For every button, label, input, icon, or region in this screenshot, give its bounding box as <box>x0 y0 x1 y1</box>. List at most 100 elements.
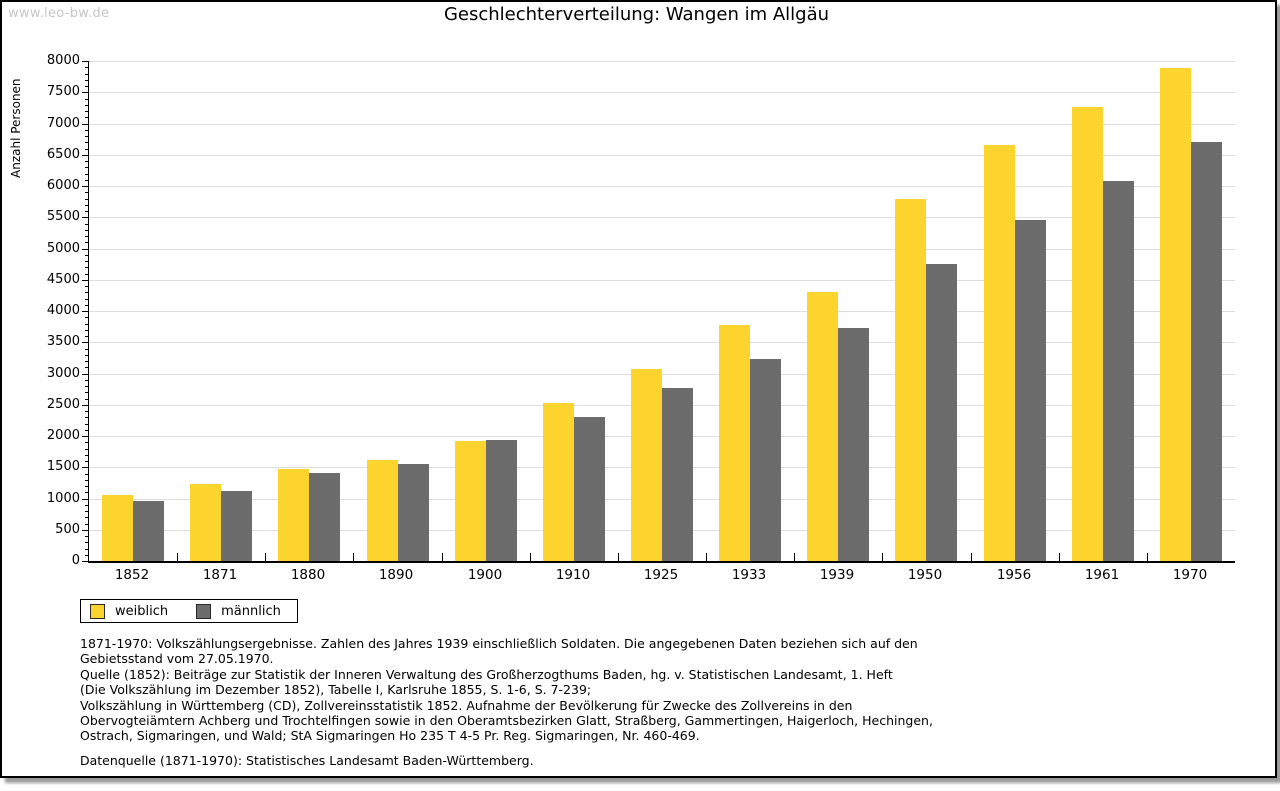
x-boundary-tick-5 <box>530 553 531 561</box>
y-minor-tick-3800 <box>85 324 88 325</box>
y-minor-tick-6800 <box>85 136 88 137</box>
y-minor-tick-6200 <box>85 174 88 175</box>
gridline-3000 <box>89 374 1235 375</box>
bar-männlich-1961 <box>1103 181 1134 561</box>
bar-männlich-1956 <box>1015 220 1046 561</box>
bar-männlich-1933 <box>750 359 781 561</box>
y-tick-label-7000: 7000 <box>46 116 80 131</box>
bar-männlich-1900 <box>486 440 517 561</box>
plot-area <box>88 61 1235 563</box>
y-major-tick-4000 <box>82 311 88 312</box>
bar-männlich-1890 <box>398 464 429 561</box>
bar-männlich-1871 <box>221 491 252 561</box>
y-minor-tick-6900 <box>85 130 88 131</box>
bar-männlich-1910 <box>574 417 605 561</box>
y-major-tick-8000 <box>82 61 88 62</box>
bar-männlich-1950 <box>926 264 957 561</box>
y-tick-label-6000: 6000 <box>46 178 80 193</box>
y-major-tick-5500 <box>82 217 88 218</box>
y-minor-tick-5300 <box>85 230 88 231</box>
x-boundary-tick-4 <box>442 553 443 561</box>
y-major-tick-7000 <box>82 124 88 125</box>
y-minor-tick-300 <box>85 542 88 543</box>
y-minor-tick-3900 <box>85 317 88 318</box>
y-minor-tick-3200 <box>85 361 88 362</box>
bar-weiblich-1970 <box>1160 68 1191 561</box>
x-boundary-tick-3 <box>353 553 354 561</box>
gridline-7500 <box>89 92 1235 93</box>
y-minor-tick-600 <box>85 524 88 525</box>
legend-item-maennlich: männlich <box>196 603 281 619</box>
bar-weiblich-1880 <box>278 469 309 561</box>
y-tick-label-5500: 5500 <box>46 209 80 224</box>
y-minor-tick-2800 <box>85 386 88 387</box>
y-major-tick-7500 <box>82 92 88 93</box>
bar-weiblich-1950 <box>895 199 926 561</box>
x-tick-label-1880: 1880 <box>290 567 326 583</box>
y-minor-tick-5100 <box>85 242 88 243</box>
x-tick-label-1925: 1925 <box>643 567 679 583</box>
gridline-5500 <box>89 217 1235 218</box>
footnote-lines: 1871-1970: Volkszählungsergebnisse. Zahl… <box>80 636 933 744</box>
bar-weiblich-1900 <box>455 441 486 561</box>
y-minor-tick-5700 <box>85 205 88 206</box>
gridline-6000 <box>89 186 1235 187</box>
x-tick-label-1871: 1871 <box>202 567 238 583</box>
x-tick-label-1852: 1852 <box>114 567 150 583</box>
x-tick-label-1933: 1933 <box>731 567 767 583</box>
y-minor-tick-1200 <box>85 486 88 487</box>
footnotes: 1871-1970: Volkszählungsergebnisse. Zahl… <box>80 636 933 768</box>
bar-weiblich-1933 <box>719 325 750 561</box>
gridline-6500 <box>89 155 1235 156</box>
y-major-tick-3500 <box>82 342 88 343</box>
x-boundary-tick-10 <box>971 553 972 561</box>
y-minor-tick-400 <box>85 536 88 537</box>
footnote-line-1: 1871-1970: Volkszählungsergebnisse. Zahl… <box>80 636 918 651</box>
y-minor-tick-2400 <box>85 411 88 412</box>
y-minor-tick-3600 <box>85 336 88 337</box>
y-minor-tick-3400 <box>85 349 88 350</box>
y-minor-tick-1800 <box>85 449 88 450</box>
y-minor-tick-7300 <box>85 105 88 106</box>
y-minor-tick-7200 <box>85 111 88 112</box>
y-minor-tick-4300 <box>85 292 88 293</box>
y-minor-tick-4100 <box>85 305 88 306</box>
x-tick-label-1961: 1961 <box>1084 567 1120 583</box>
y-minor-tick-4400 <box>85 286 88 287</box>
x-tick-label-1970: 1970 <box>1172 567 1208 583</box>
y-minor-tick-5800 <box>85 199 88 200</box>
x-tick-label-1900: 1900 <box>467 567 503 583</box>
y-major-tick-5000 <box>82 249 88 250</box>
gridline-7000 <box>89 124 1235 125</box>
bar-männlich-1970 <box>1191 142 1222 561</box>
x-tick-label-1890: 1890 <box>378 567 414 583</box>
y-minor-tick-5600 <box>85 211 88 212</box>
y-minor-tick-5400 <box>85 224 88 225</box>
gridline-4500 <box>89 280 1235 281</box>
y-major-tick-1000 <box>82 499 88 500</box>
y-minor-tick-5900 <box>85 192 88 193</box>
y-minor-tick-6400 <box>85 161 88 162</box>
gridline-3500 <box>89 342 1235 343</box>
x-tick-label-1939: 1939 <box>819 567 855 583</box>
y-minor-tick-6600 <box>85 149 88 150</box>
legend-item-weiblich: weiblich <box>90 603 168 619</box>
y-minor-tick-2200 <box>85 424 88 425</box>
y-tick-label-8000: 8000 <box>46 53 80 68</box>
y-major-tick-6000 <box>82 186 88 187</box>
bar-weiblich-1961 <box>1072 107 1103 561</box>
y-tick-label-6500: 6500 <box>46 147 80 162</box>
y-tick-label-0: 0 <box>71 553 80 568</box>
weiblich-swatch-icon <box>90 603 105 619</box>
y-minor-tick-6100 <box>85 180 88 181</box>
y-minor-tick-7400 <box>85 99 88 100</box>
legend: weiblich männlich <box>80 599 298 623</box>
y-minor-tick-1700 <box>85 455 88 456</box>
chart-title: Geschlechterverteilung: Wangen im Allgäu <box>443 4 830 25</box>
y-minor-tick-6700 <box>85 142 88 143</box>
y-major-tick-2500 <box>82 405 88 406</box>
y-minor-tick-2900 <box>85 380 88 381</box>
bar-männlich-1925 <box>662 388 693 561</box>
y-minor-tick-4800 <box>85 261 88 262</box>
